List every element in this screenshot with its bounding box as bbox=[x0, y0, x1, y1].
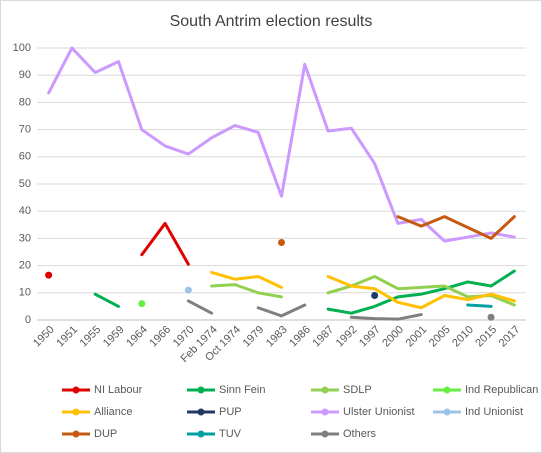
legend-label: Others bbox=[343, 428, 377, 440]
series-line bbox=[396, 215, 516, 240]
legend-marker bbox=[321, 386, 329, 394]
point bbox=[138, 300, 146, 308]
legend-marker bbox=[197, 386, 205, 394]
legend-marker bbox=[443, 408, 451, 416]
legend-label: SDLP bbox=[343, 384, 372, 396]
series-line bbox=[466, 303, 493, 308]
legend-marker bbox=[72, 386, 80, 394]
y-tick-label: 20 bbox=[19, 260, 31, 272]
point bbox=[45, 271, 53, 279]
y-tick-label: 60 bbox=[19, 151, 31, 163]
legend-label: Alliance bbox=[94, 406, 133, 418]
point bbox=[278, 238, 285, 246]
y-tick-label: 40 bbox=[19, 205, 31, 217]
legend-marker bbox=[72, 408, 80, 416]
series-line bbox=[140, 221, 190, 266]
y-tick-label: 0 bbox=[25, 314, 31, 326]
point bbox=[487, 313, 495, 321]
legend-label: PUP bbox=[219, 406, 242, 418]
series-line bbox=[210, 270, 283, 289]
series-line bbox=[326, 274, 516, 310]
y-tick-label: 10 bbox=[19, 287, 31, 299]
series-line bbox=[186, 299, 214, 315]
series-line bbox=[326, 269, 516, 315]
legend-marker bbox=[443, 386, 451, 394]
y-tick-label: 90 bbox=[19, 69, 31, 81]
point bbox=[184, 286, 192, 294]
legend-label: DUP bbox=[94, 428, 117, 440]
series-line bbox=[47, 46, 516, 243]
legend-label: Ind Unionist bbox=[465, 406, 523, 418]
series-line bbox=[210, 283, 283, 299]
y-tick-label: 50 bbox=[19, 178, 31, 190]
series-line bbox=[349, 313, 423, 321]
legend-marker bbox=[197, 408, 205, 416]
y-tick-label: 100 bbox=[13, 42, 31, 54]
series-line bbox=[93, 292, 120, 308]
legend-label: Sinn Fein bbox=[219, 384, 265, 396]
legend-label: Ind Republican bbox=[465, 384, 538, 396]
legend-marker bbox=[321, 408, 329, 416]
legend-label: TUV bbox=[219, 428, 242, 440]
legend-label: NI Labour bbox=[94, 384, 143, 396]
legend-marker bbox=[321, 430, 329, 438]
legend-marker bbox=[72, 430, 80, 438]
legend-marker bbox=[197, 430, 205, 438]
y-tick-label: 70 bbox=[19, 124, 31, 136]
y-tick-label: 30 bbox=[19, 232, 31, 244]
series-line bbox=[256, 303, 307, 318]
point bbox=[371, 292, 379, 300]
chart-title: South Antrim election results bbox=[170, 13, 373, 30]
y-tick-label: 80 bbox=[19, 96, 31, 108]
legend-label: Ulster Unionist bbox=[343, 406, 415, 418]
